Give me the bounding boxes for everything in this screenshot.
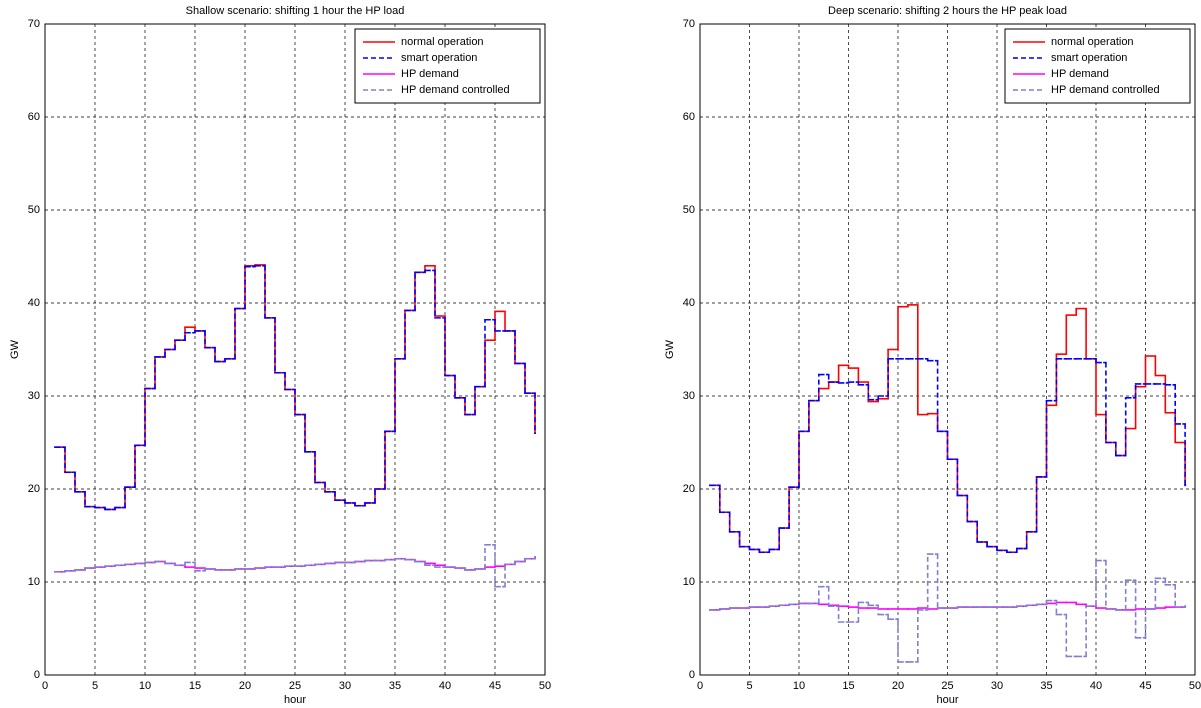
x-tick-label: 15: [189, 680, 201, 692]
x-tick-label: 5: [92, 680, 98, 692]
axes-frame: [44, 23, 546, 676]
x-tick-label: 10: [793, 680, 805, 692]
subplot: 0 10 20 30 40 50 60 70 0 5 10 15 20 25 30 35 40 45 50 Deep …: [664, 5, 1201, 706]
x-tick-label: 25: [941, 680, 953, 692]
legend-label: HP demand controlled: [401, 84, 510, 96]
x-tick-label: 20: [892, 680, 904, 692]
legend-label: normal operation: [401, 36, 484, 48]
x-tick-label: 0: [697, 680, 703, 692]
x-tick-label: 10: [139, 680, 151, 692]
legend-label: HP demand controlled: [1051, 84, 1160, 96]
y-tick-label: 50: [28, 204, 40, 216]
legend-label: HP demand: [401, 68, 459, 80]
chart-title: Deep scenario: shifting 2 hours the HP p…: [828, 5, 1067, 17]
legend: normal operation smart operation HP demand…: [1004, 28, 1191, 104]
x-tick-label: 30: [991, 680, 1003, 692]
y-tick-label: 70: [28, 18, 40, 30]
y-tick-label: 60: [28, 111, 40, 123]
y-tick-label: 10: [683, 576, 695, 588]
x-tick-label: 40: [1090, 680, 1102, 692]
axes-frame: [699, 23, 1196, 676]
x-tick-label: 40: [439, 680, 451, 692]
legend: normal operation smart operation HP demand…: [354, 28, 541, 104]
y-tick-label: 60: [683, 111, 695, 123]
legend-label: smart operation: [401, 52, 477, 64]
x-tick-label: 25: [289, 680, 301, 692]
x-tick-label: 50: [1189, 680, 1201, 692]
x-tick-label: 45: [1139, 680, 1151, 692]
x-tick-label: 15: [842, 680, 854, 692]
y-tick-label: 50: [683, 204, 695, 216]
y-tick-label: 0: [689, 669, 695, 681]
legend-label: HP demand: [1051, 68, 1109, 80]
x-tick-label: 35: [389, 680, 401, 692]
x-tick-label: 30: [339, 680, 351, 692]
subplot: 0 10 20 30 40 50 60 70 0 5 10 15 20 25 30 35 40 45 50 Shall…: [9, 5, 551, 706]
x-tick-label: 0: [42, 680, 48, 692]
y-tick-label: 40: [28, 297, 40, 309]
chart-title: Shallow scenario: shifting 1 hour the HP…: [186, 5, 405, 17]
x-axis-label: hour: [936, 694, 958, 706]
y-tick-label: 10: [28, 576, 40, 588]
y-tick-label: 70: [683, 18, 695, 30]
x-tick-label: 50: [539, 680, 551, 692]
x-tick-label: 20: [239, 680, 251, 692]
x-tick-label: 45: [489, 680, 501, 692]
legend-label: normal operation: [1051, 36, 1134, 48]
x-axis-label: hour: [284, 694, 306, 706]
y-axis-label: GW: [664, 339, 676, 359]
legend-label: smart operation: [1051, 52, 1127, 64]
y-tick-label: 20: [683, 483, 695, 495]
x-tick-label: 5: [746, 680, 752, 692]
y-tick-label: 40: [683, 297, 695, 309]
x-tick-label: 35: [1040, 680, 1052, 692]
y-tick-label: 20: [28, 483, 40, 495]
y-tick-label: 0: [34, 669, 40, 681]
y-axis-label: GW: [9, 339, 21, 359]
y-tick-label: 30: [28, 390, 40, 402]
y-tick-label: 30: [683, 390, 695, 402]
